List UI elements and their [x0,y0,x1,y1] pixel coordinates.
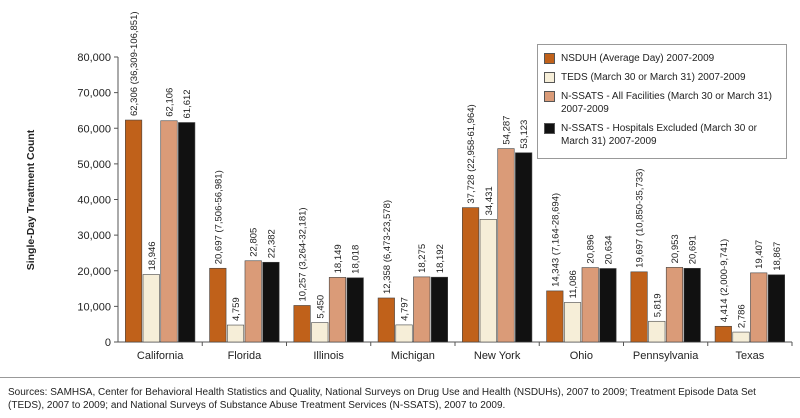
legend-item: N-SSATS - Hospitals Excluded (March 30 o… [544,122,780,148]
bar [732,331,750,343]
legend-label: NSDUH (Average Day) 2007-2009 [561,53,715,64]
value-label: 22,805 [249,228,260,257]
value-label: 18,275 [417,244,428,273]
value-label: 12,358 (6,473-23,578) [382,200,393,294]
bar [479,219,497,343]
bar [563,302,582,343]
value-label: 37,728 (22,958-61,964) [466,104,477,203]
legend-swatch [544,123,555,134]
y-tick-label: 10,000 [77,301,111,313]
source-note: Sources: SAMHSA, Center for Behavioral H… [8,387,756,411]
value-label: 54,287 [501,116,512,145]
bar [178,122,196,343]
x-tick-label: Michigan [391,350,435,362]
y-tick-label: 40,000 [77,195,111,207]
bar [346,277,364,343]
bar [311,322,329,343]
bar [262,261,280,343]
bar [750,272,768,343]
value-label: 10,257 (3,264-32,181) [298,207,309,301]
legend-swatch [544,72,555,83]
bar [244,260,262,343]
bar [377,297,395,343]
y-axis-label: Single-Day Treatment Count [25,129,37,270]
bar [293,305,311,343]
chart: Single-Day Treatment Count 0 10,000 20,000… [25,11,793,362]
x-tick-label: California [137,350,184,362]
legend: NSDUH (Average Day) 2007-2009 TEDS (March… [537,44,787,159]
value-label: 20,697 (7,506-56,981) [213,170,224,264]
value-label: 19,407 [754,240,765,269]
value-label: 34,431 [484,186,495,215]
bar [546,290,564,343]
x-tick-label: Pennsylvania [633,350,699,362]
y-tick-label: 70,000 [77,88,111,100]
value-label: 62,106 [164,88,175,117]
legend-label: N-SSATS - Hospitals Excluded (March 30 o… [561,123,757,147]
value-label: 5,450 [315,295,326,319]
value-label: 53,123 [519,120,530,149]
x-tick-label: Florida [228,350,263,362]
bar [328,277,347,343]
bar [648,320,666,343]
value-label: 22,382 [266,229,277,258]
bar [767,274,785,343]
value-label: 18,867 [772,242,783,271]
x-tick-label: Texas [736,350,765,362]
value-label: 4,759 [231,297,242,321]
bar [430,276,448,343]
legend-item: NSDUH (Average Day) 2007-2009 [544,52,780,65]
bar [125,119,143,343]
value-label: 61,612 [182,89,193,118]
value-label: 18,018 [351,245,362,274]
y-tick-label: 30,000 [77,230,111,242]
value-label: 18,946 [147,241,158,270]
value-label: 18,149 [333,244,344,273]
value-label: 62,306 (36,309-106,851) [129,11,140,116]
legend-label: TEDS (March 30 or March 31) 2007-2009 [561,72,746,83]
x-tick-label: Ohio [570,350,593,362]
bar [599,268,617,343]
bar [665,267,684,343]
legend-label: N-SSATS - All Facilities (March 30 or Ma… [561,91,772,115]
value-label: 20,896 [586,234,597,263]
bar [462,207,480,343]
bar [226,324,245,343]
bar [209,267,227,343]
value-label: 11,086 [568,270,579,298]
bar [515,152,533,343]
bar [581,267,599,343]
legend-swatch [544,53,555,64]
bar [630,271,648,343]
legend-swatch [544,91,555,102]
value-label: 14,343 (7,164-28,694) [550,193,561,287]
x-tick-label: Illinois [313,350,344,362]
value-label: 4,414 (2,000-9,741) [719,239,730,322]
bar [497,148,515,343]
x-tick-label: New York [474,350,521,362]
bar [413,276,431,343]
legend-item: N-SSATS - All Facilities (March 30 or Ma… [544,90,780,116]
y-tick-label: 50,000 [77,159,111,171]
legend-item: TEDS (March 30 or March 31) 2007-2009 [544,71,780,84]
value-label: 20,953 [670,234,681,263]
value-label: 20,691 [688,235,699,264]
y-tick-label: 0 [105,337,111,349]
value-label: 4,797 [400,297,411,321]
value-label: 18,192 [435,244,446,273]
bar [160,120,178,343]
y-tick-label: 80,000 [77,52,111,64]
divider [0,377,800,378]
y-tick-label: 60,000 [77,123,111,135]
value-label: 2,786 [737,304,748,328]
bar [683,267,701,343]
value-label: 5,819 [652,293,663,317]
value-label: 20,634 [603,235,614,264]
bar [142,274,160,343]
bar [395,324,413,343]
bar [714,325,732,343]
y-tick-label: 20,000 [77,266,111,278]
value-label: 19,697 (10,850-35,733) [635,169,646,268]
